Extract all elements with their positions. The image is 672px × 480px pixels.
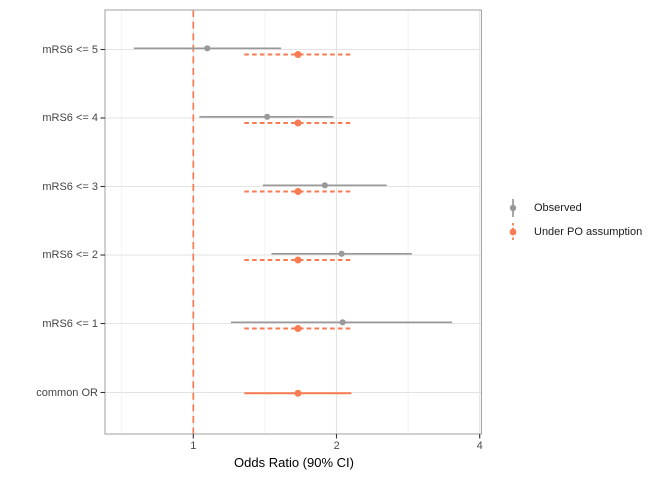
legend-label-under-po: Under PO assumption <box>534 226 643 238</box>
x-tick-label-4: 4 <box>476 440 483 452</box>
point-under-po <box>294 256 302 264</box>
x-tick-label-2: 2 <box>333 440 340 452</box>
y-axis-label-mrs2: mRS6 <= 2 <box>42 249 98 261</box>
point-under-po <box>294 389 302 397</box>
point-under-po <box>294 325 302 332</box>
observed-pointrange-icon <box>509 199 517 217</box>
legend: Observed Under PO assumption <box>504 196 642 244</box>
point-under-po <box>294 51 302 58</box>
y-axis-label-mrs1: mRS6 <= 1 <box>42 317 98 330</box>
y-axis-label-mrs3: mRS6 <= 3 <box>42 180 98 193</box>
x-tick-label-1: 1 <box>190 440 197 452</box>
point-observed <box>264 113 271 120</box>
y-axis-label-commonor: common OR <box>36 386 98 399</box>
point-under-po <box>294 119 302 127</box>
legend-item-under-po: Under PO assumption <box>504 220 642 244</box>
x-axis-title: Odds Ratio (90% CI) <box>234 455 354 470</box>
panel-border <box>104 9 483 435</box>
point-observed <box>321 182 328 189</box>
point-observed <box>339 319 346 326</box>
point-under-po <box>294 188 302 195</box>
point-observed <box>204 45 211 52</box>
legend-label-observed: Observed <box>534 202 582 214</box>
point-observed <box>338 250 345 257</box>
under-po-pointrange-icon <box>509 223 517 241</box>
legend-item-observed: Observed <box>504 196 642 220</box>
y-axis-label-mrs4: mRS6 <= 4 <box>42 112 98 124</box>
y-axis-label-mrs5: mRS6 <= 5 <box>42 43 98 56</box>
